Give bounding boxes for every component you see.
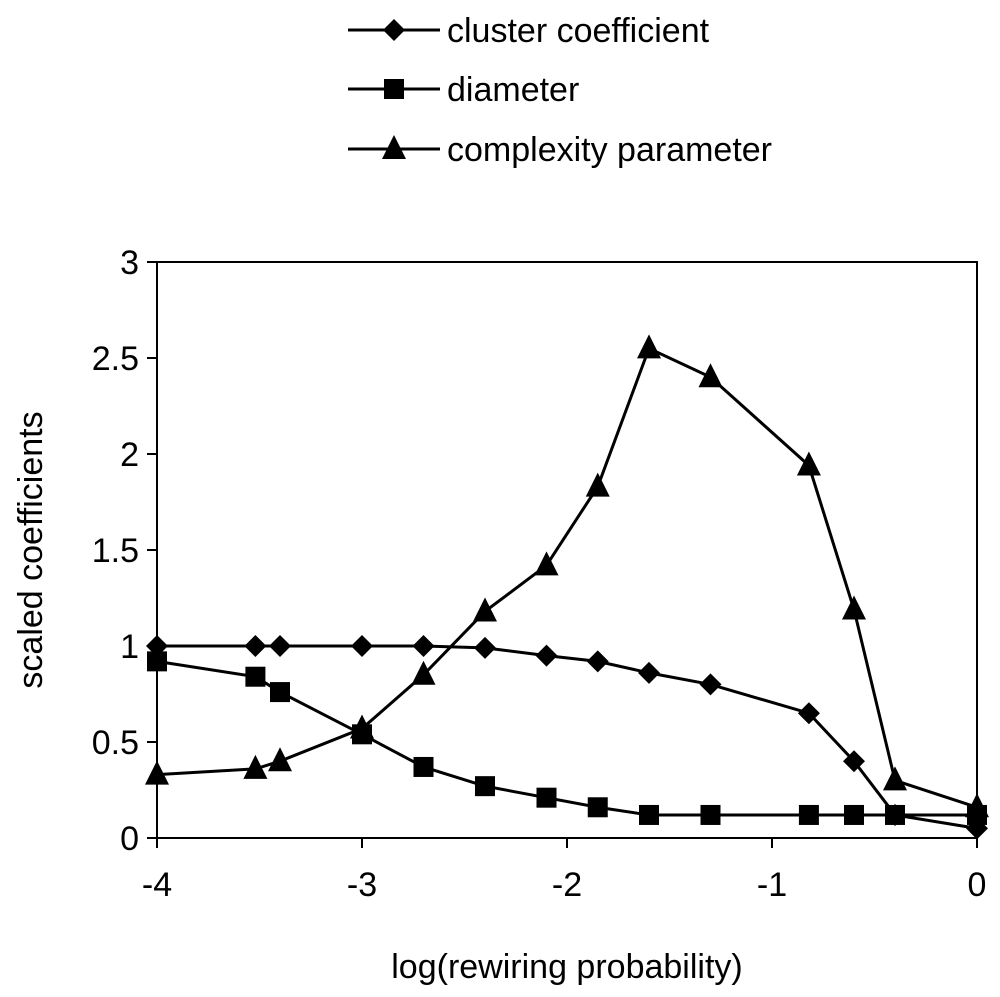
triangle-point <box>698 363 723 388</box>
triangle-point <box>965 793 989 818</box>
diamond-point <box>586 650 609 673</box>
y-tick-label: 1 <box>120 628 139 666</box>
triangle-point <box>350 714 374 739</box>
square-point <box>885 804 905 825</box>
x-tick-label: -4 <box>142 866 172 904</box>
series-layer <box>145 334 989 840</box>
square-point <box>844 804 864 825</box>
diamond-point <box>638 661 660 684</box>
square-point <box>475 776 495 797</box>
legend-label: diameter <box>447 71 579 109</box>
y-axis-title: scaled coefficients <box>12 411 50 688</box>
square-point <box>639 804 659 825</box>
series-line <box>157 644 978 830</box>
square-point <box>413 756 434 777</box>
square-point <box>700 804 721 825</box>
y-tick-label: 0 <box>120 820 139 858</box>
triangle-point <box>585 472 610 497</box>
x-tick-label: -2 <box>552 866 582 904</box>
series-line <box>156 346 978 809</box>
triangle-point <box>411 660 436 685</box>
y-tick-label: 0.5 <box>92 724 139 762</box>
square-point <box>798 804 819 825</box>
diamond-point <box>535 644 558 667</box>
square-point <box>245 666 266 687</box>
x-tick-label: -3 <box>347 866 377 904</box>
x-tick-label: 0 <box>968 866 987 904</box>
x-axis-title: log(rewiring probability) <box>391 948 742 986</box>
triangle-point <box>842 595 866 620</box>
square-point <box>147 651 167 672</box>
diamond-point <box>412 635 435 657</box>
diamond-point <box>797 702 820 725</box>
legend-label: complexity parameter <box>447 131 772 169</box>
square-point <box>587 797 608 818</box>
legend-item: complexity parameter <box>348 131 772 169</box>
y-tick-label: 2.5 <box>92 340 139 378</box>
diamond-point <box>843 750 865 773</box>
x-axis: -4 -3 -2 -1 0 <box>142 838 987 904</box>
triangle-point <box>268 747 292 772</box>
square-point <box>270 682 290 703</box>
triangle-point <box>637 334 661 359</box>
y-tick-label: 2 <box>120 436 139 474</box>
y-axis: 0 0.5 1 1.5 2 2.5 3 <box>92 244 157 858</box>
diamond-point <box>474 636 496 659</box>
x-tick-label: -1 <box>757 866 787 904</box>
triangle-point <box>243 754 268 779</box>
legend-triangle-icon <box>382 135 406 159</box>
legend-square-icon <box>384 79 404 99</box>
triangle-point <box>473 597 497 622</box>
square-point <box>536 787 557 808</box>
diamond-point <box>351 635 373 657</box>
y-tick-label: 1.5 <box>92 532 139 570</box>
legend-item: cluster coefficient <box>348 12 710 50</box>
series-diameter <box>147 651 987 825</box>
legend: cluster coefficient diameter complexity pa… <box>348 12 772 169</box>
legend-diamond-icon <box>383 19 405 41</box>
diamond-point <box>244 635 267 657</box>
diamond-point <box>269 635 291 657</box>
legend-item: diameter <box>348 71 579 109</box>
triangle-point <box>796 451 821 476</box>
triangle-point <box>534 551 559 576</box>
triangle-point <box>883 766 907 791</box>
triangle-point <box>145 760 169 785</box>
series-complexity-parameter <box>145 334 989 818</box>
diamond-point <box>699 673 722 696</box>
legend-label: cluster coefficient <box>447 12 710 50</box>
y-tick-label: 3 <box>120 244 139 282</box>
